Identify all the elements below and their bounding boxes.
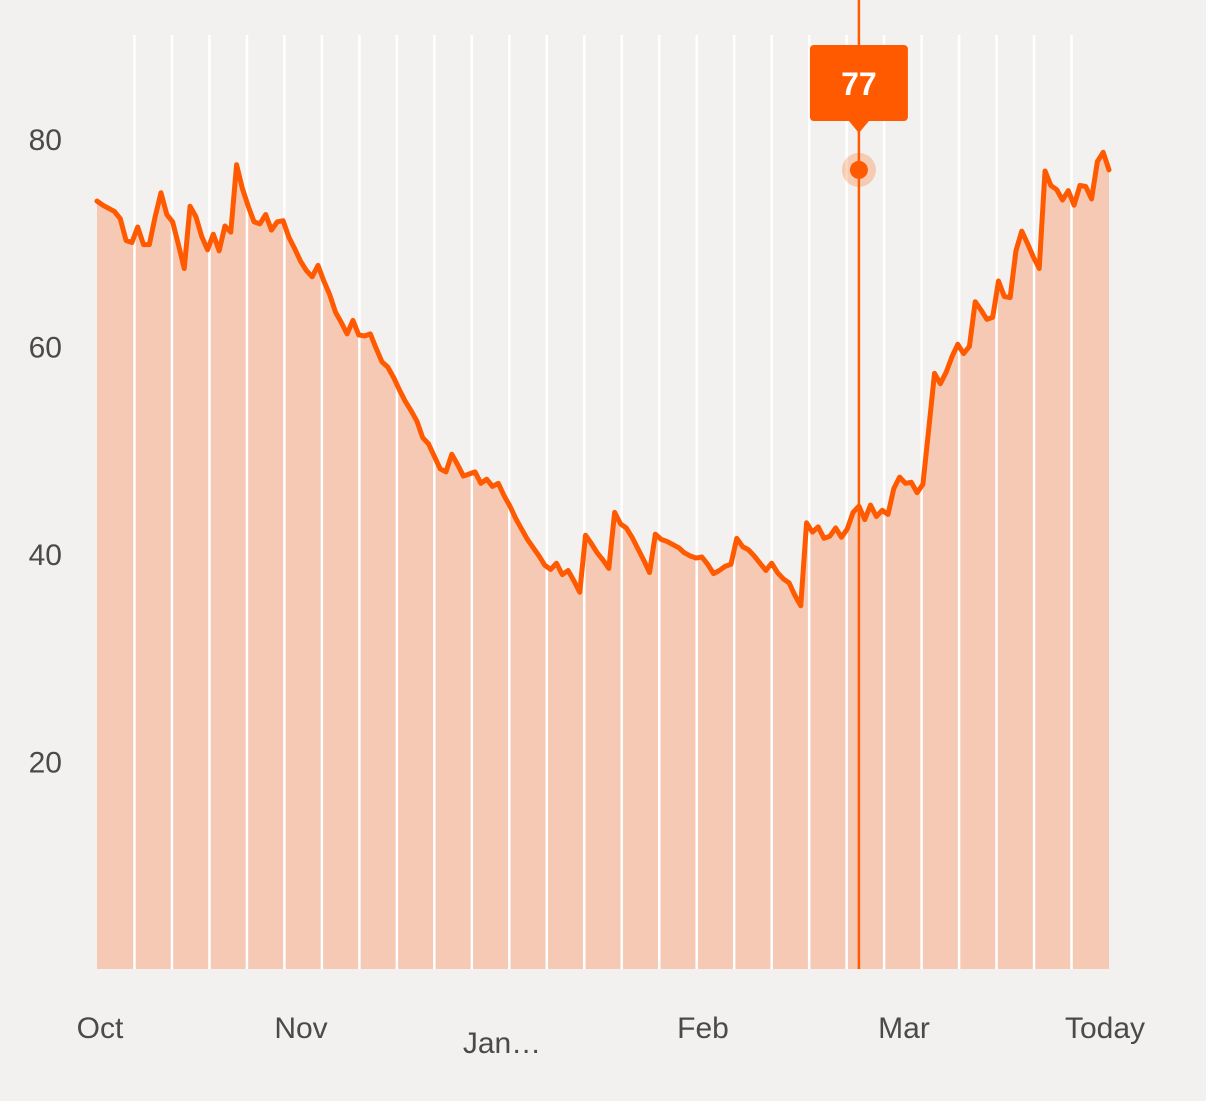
series-line (94, 149, 1112, 609)
x-axis: Oct Nov Jan… Feb Mar Today (77, 1012, 1145, 1060)
x-tick-label: Oct (77, 1012, 124, 1045)
x-tick-label: Today (1065, 1012, 1145, 1045)
series-line-group (94, 149, 1112, 609)
x-tick-label: Feb (677, 1012, 729, 1045)
y-tick-label: 20 (29, 746, 62, 779)
y-tick-label: 40 (29, 539, 62, 572)
y-axis: 20 40 60 80 (29, 124, 62, 780)
x-tick-label: Mar (878, 1012, 930, 1045)
x-tick-label: Nov (274, 1012, 327, 1045)
highlight-point[interactable] (849, 160, 868, 179)
y-tick-label: 60 (29, 331, 62, 364)
y-tick-label: 80 (29, 124, 62, 157)
tooltip-box (809, 45, 908, 121)
tooltip: 77 (809, 0, 908, 969)
x-tick-label: Jan… (463, 1027, 541, 1060)
tooltip-value-label: 77 (841, 66, 877, 102)
vertical-gridlines (133, 35, 1073, 969)
tooltip-pointer (848, 121, 869, 133)
